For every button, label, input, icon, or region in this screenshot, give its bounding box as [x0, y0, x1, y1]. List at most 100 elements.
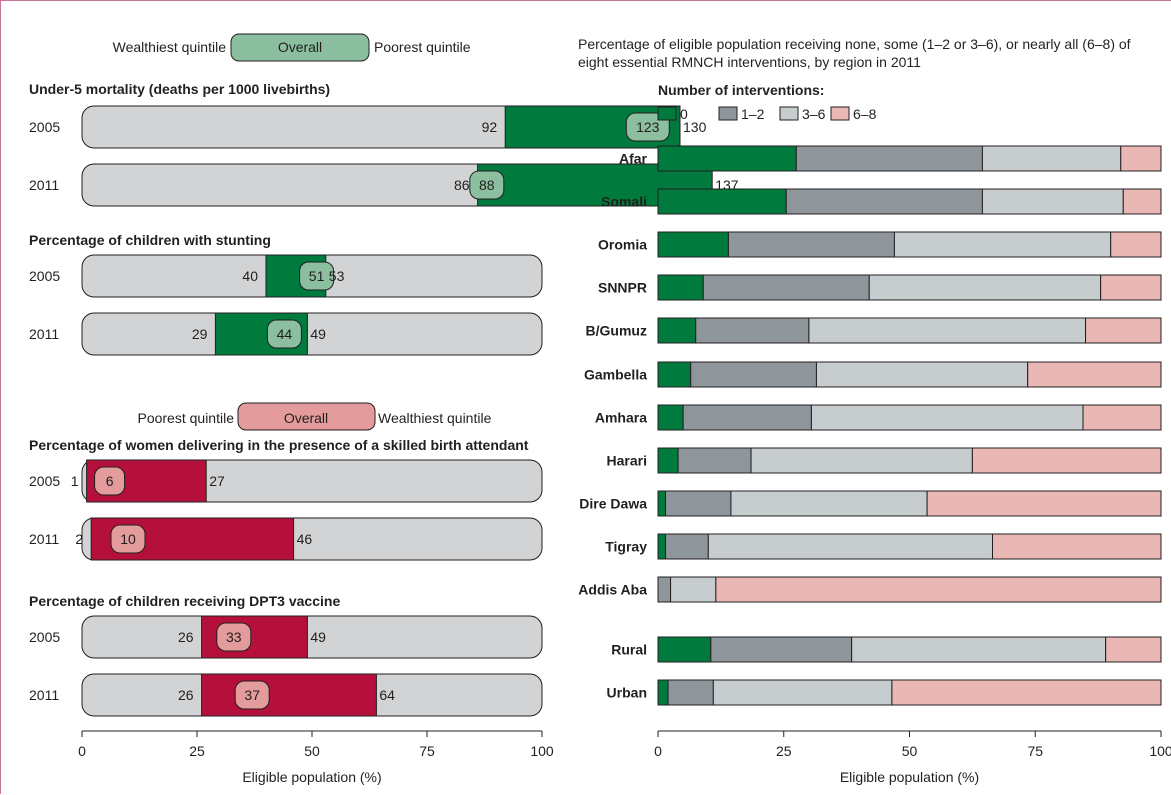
overall-marker	[299, 261, 335, 291]
stacked-segment	[750, 447, 973, 474]
overall-value: 123	[636, 119, 660, 135]
stacked-segment	[690, 361, 817, 388]
stacked-segment	[657, 274, 704, 301]
legend-label: 3–6	[802, 106, 826, 122]
year-label: 2011	[29, 177, 59, 193]
category-label: Oromia	[598, 237, 647, 253]
x-tick-label: 100	[530, 743, 554, 759]
category-label: Amhara	[595, 410, 647, 426]
stacked-segment	[710, 636, 853, 663]
x-tick-label: 25	[189, 743, 205, 759]
stacked-segment	[702, 274, 870, 301]
stacked-segment	[657, 679, 669, 706]
stacked-segment	[677, 447, 752, 474]
category-label: SNNPR	[598, 280, 647, 296]
low-value: 86	[454, 177, 470, 193]
category-label: Dire Dawa	[579, 496, 647, 512]
high-value: 46	[297, 531, 313, 547]
legend-label: 6–8	[853, 106, 877, 122]
year-label: 2005	[29, 473, 60, 489]
stacked-segment	[1100, 274, 1162, 301]
stacked-segment	[1120, 145, 1162, 172]
legend-top-left-label: Wealthiest quintile	[113, 39, 227, 55]
stacked-segment	[1105, 636, 1162, 663]
x-axis-title: Eligible population (%)	[242, 769, 381, 785]
overall-value: 37	[244, 687, 260, 703]
x-axis-title: Eligible population (%)	[840, 769, 979, 785]
x-tick-label: 75	[1027, 743, 1043, 759]
category-label: Urban	[607, 685, 647, 701]
legend-bottom: Poorest quintile Overall Wealthiest quin…	[137, 402, 492, 431]
stacked-segment	[657, 533, 667, 560]
overall-value: 51	[309, 268, 325, 284]
overall-marker	[94, 466, 126, 496]
category-label: Afar	[619, 151, 648, 167]
category-label: Addis Aba	[578, 582, 647, 598]
overall-value: 88	[479, 177, 495, 193]
legend-top: Wealthiest quintile Overall Poorest quin…	[113, 33, 471, 62]
stacked-segment	[657, 188, 787, 215]
legend-swatch	[657, 106, 677, 121]
low-value: 1	[71, 473, 79, 489]
panel-title: Percentage of women delivering in the pr…	[29, 437, 529, 453]
overall-value: 10	[120, 531, 136, 547]
stacked-segment	[657, 317, 697, 344]
legend-bottom-left-label: Poorest quintile	[137, 410, 234, 426]
x-tick-label: 50	[902, 743, 918, 759]
x-tick-label: 25	[776, 743, 792, 759]
stacked-segment	[1082, 404, 1162, 431]
legend-swatch	[830, 106, 850, 121]
x-tick-label: 0	[78, 743, 86, 759]
category-label: B/Gumuz	[586, 323, 647, 339]
low-value: 2	[75, 531, 83, 547]
high-value: 53	[329, 268, 345, 284]
year-label: 2005	[29, 629, 60, 645]
stacked-segment	[808, 317, 1087, 344]
high-value: 130	[683, 119, 707, 135]
legend-top-overall-swatch	[230, 33, 370, 62]
category-label: Somali	[601, 194, 647, 210]
overall-value: 6	[106, 473, 114, 489]
legend-bottom-middle-label: Overall	[284, 410, 328, 426]
stacked-segment	[810, 404, 1084, 431]
right-panel: Percentage of eligible population receiv…	[578, 36, 1171, 785]
x-tick-label: 75	[419, 743, 435, 759]
range-track	[81, 615, 543, 659]
legend-label: 0	[680, 106, 688, 122]
stacked-segment	[657, 490, 667, 517]
legend-swatch	[718, 106, 738, 121]
overall-marker	[266, 319, 302, 349]
panel-title: Percentage of children receiving DPT3 va…	[29, 593, 340, 609]
stacked-segment	[981, 145, 1122, 172]
stacked-segment	[695, 317, 810, 344]
overall-marker	[216, 622, 252, 652]
right-title-line: eight essential RMNCH interventions, by …	[578, 54, 921, 70]
stacked-segment	[715, 576, 1162, 603]
x-tick-label: 100	[1149, 743, 1171, 759]
legend-top-middle-label: Overall	[278, 39, 322, 55]
low-value: 29	[192, 326, 208, 342]
stacked-segment	[1110, 231, 1162, 258]
overall-value: 33	[226, 629, 242, 645]
stacked-segment	[971, 447, 1162, 474]
legend-title: Number of interventions:	[658, 82, 824, 98]
high-value: 27	[209, 473, 225, 489]
overall-marker	[234, 680, 270, 710]
stacked-segment	[991, 533, 1162, 560]
low-value: 40	[242, 268, 258, 284]
stacked-segment	[868, 274, 1102, 301]
year-label: 2005	[29, 268, 60, 284]
range-bar	[201, 673, 377, 717]
left-panels: Under-5 mortality (deaths per 1000 liveb…	[29, 81, 739, 785]
low-value: 26	[178, 629, 194, 645]
right-title-line: Percentage of eligible population receiv…	[578, 36, 1131, 52]
stacked-segment	[893, 231, 1112, 258]
low-value: 92	[482, 119, 498, 135]
stacked-segment	[657, 636, 712, 663]
legend-swatch	[779, 106, 799, 121]
panel-title: Percentage of children with stunting	[29, 232, 271, 248]
high-value: 49	[310, 326, 326, 342]
stacked-segment	[727, 231, 895, 258]
